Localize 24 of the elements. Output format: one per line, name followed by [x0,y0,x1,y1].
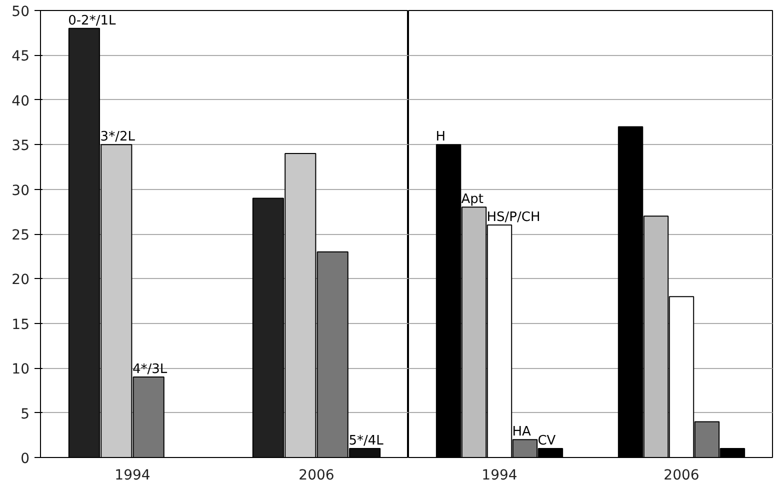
y-tick-label: 20 [12,272,30,288]
series-label: 0-2*/1L [68,13,116,28]
series-label: Apt [461,192,484,208]
y-tick-label: 40 [12,93,30,110]
x-tick-label: 2006 [298,468,334,482]
series-label: 5*/4L [348,434,384,449]
y-tick-label: 25 [12,228,30,244]
series-label: H [436,130,446,145]
series-label: HA [512,424,532,440]
series-label: 3*/2L [100,130,136,145]
x-tick-label: 1994 [114,468,150,482]
y-tick-label: 45 [12,48,30,65]
series-label: CV [538,434,556,449]
x-tick-label: 2006 [664,468,700,482]
y-tick-label: 0 [20,451,30,467]
y-tick-label: 30 [12,182,30,199]
series-label: 4*/3L [132,362,168,378]
y-tick-label: 15 [12,316,30,333]
y-tick-label: 50 [12,4,30,20]
x-tick-label: 1994 [482,468,518,482]
y-tick-label: 35 [12,138,30,154]
series-label: HS/P/CH [486,210,540,226]
y-tick-label: 5 [20,406,30,422]
y-tick-label: 10 [12,362,30,378]
